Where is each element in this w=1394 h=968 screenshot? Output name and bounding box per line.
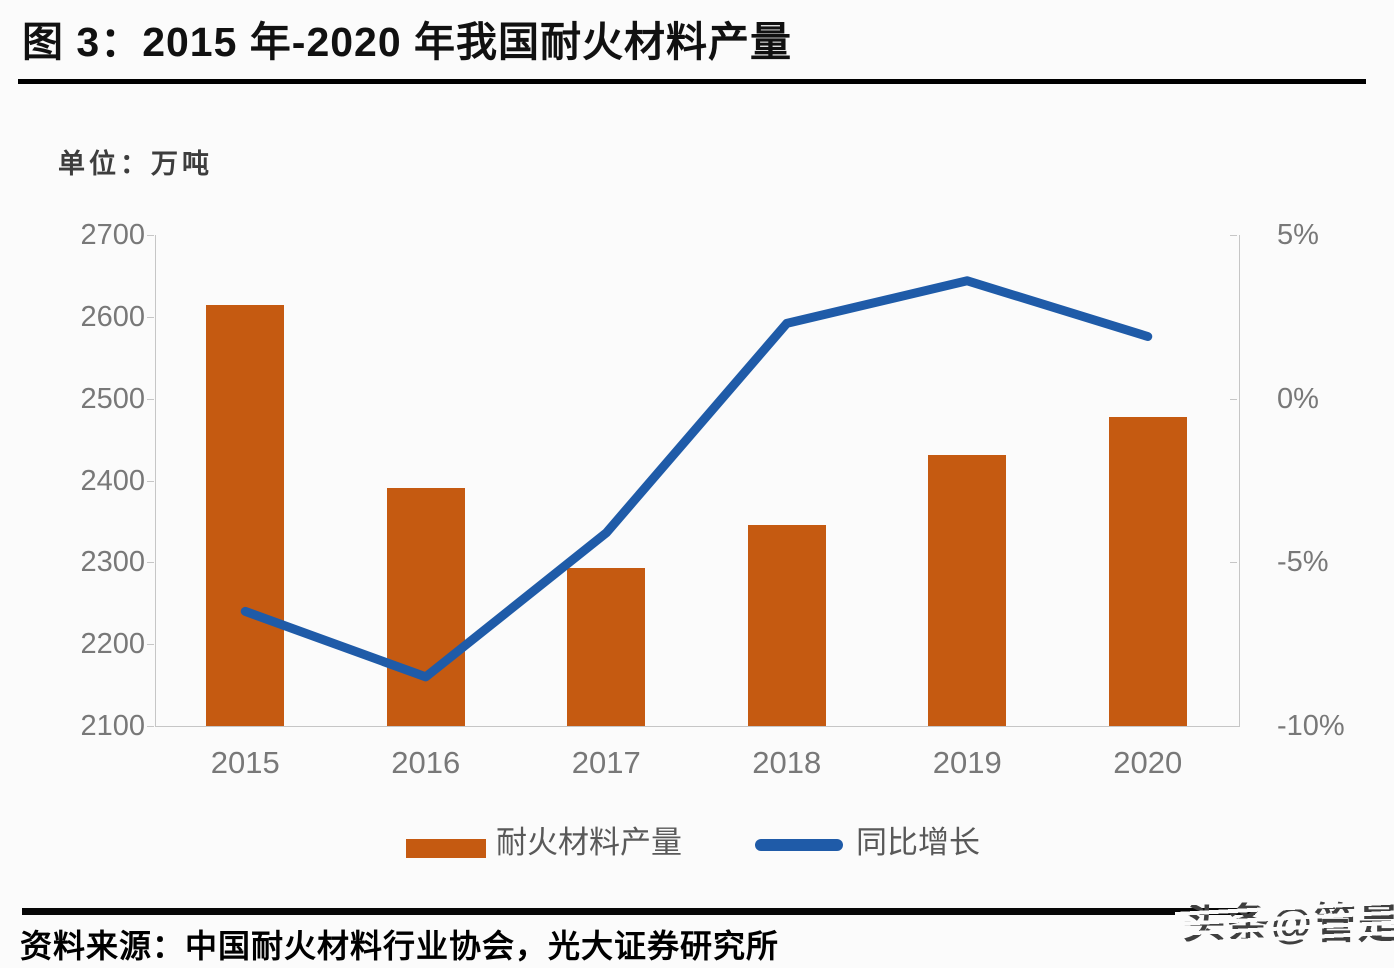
x-axis-label-2020: 2020 bbox=[1113, 745, 1183, 780]
yoy-growth-polyline bbox=[240, 276, 1153, 682]
legend-label-yoy-growth: 同比增长 bbox=[856, 825, 980, 860]
left-axis-tick bbox=[147, 480, 154, 482]
bar-2020 bbox=[1108, 416, 1187, 726]
left-axis-label: 2700 bbox=[80, 219, 145, 251]
x-axis-label-2018: 2018 bbox=[752, 745, 822, 780]
right-axis-tick bbox=[1230, 562, 1237, 564]
left-axis-label: 2300 bbox=[80, 546, 145, 579]
bar-2016 bbox=[386, 487, 465, 726]
right-axis-tick bbox=[1230, 235, 1237, 236]
x-axis-label-2017: 2017 bbox=[571, 745, 641, 780]
right-axis-label: -10% bbox=[1277, 710, 1345, 742]
right-axis-tick bbox=[1230, 398, 1237, 400]
bar-2015 bbox=[206, 304, 285, 726]
legend-label-production: 耐火材料产量 bbox=[496, 825, 682, 860]
left-axis-tick bbox=[147, 398, 154, 400]
left-axis-tick bbox=[147, 644, 154, 646]
legend-line-swatch bbox=[755, 839, 843, 851]
yoy-growth-line bbox=[240, 276, 1153, 682]
left-axis-label: 2200 bbox=[80, 628, 145, 661]
left-axis-tick bbox=[147, 726, 154, 727]
legend-bar-swatch bbox=[406, 839, 486, 858]
source-divider bbox=[22, 908, 1255, 915]
left-axis-tick bbox=[147, 562, 154, 564]
bar-2018 bbox=[747, 524, 826, 726]
x-axis-label-2019: 2019 bbox=[932, 745, 1002, 780]
watermark: 头条@管是 bbox=[1175, 886, 1394, 955]
left-axis-tick bbox=[147, 235, 154, 236]
right-axis-label: 0% bbox=[1277, 382, 1319, 415]
x-axis-label-2016: 2016 bbox=[391, 745, 461, 780]
x-axis-label-2015: 2015 bbox=[210, 745, 280, 780]
left-axis-tick bbox=[147, 316, 154, 318]
bar-2019 bbox=[928, 455, 1007, 726]
right-axis-tick bbox=[1230, 726, 1237, 727]
left-axis-label: 2500 bbox=[80, 382, 145, 415]
bar-2017 bbox=[567, 568, 646, 726]
left-axis-label: 2400 bbox=[80, 464, 145, 497]
right-axis-label: 5% bbox=[1277, 219, 1319, 251]
figure-title: 图 3：2015 年-2020 年我国耐火材料产量 bbox=[22, 19, 793, 65]
right-axis-label: -5% bbox=[1277, 546, 1329, 579]
left-axis-label: 2600 bbox=[80, 300, 145, 333]
left-axis-label: 2100 bbox=[80, 710, 145, 742]
source-note: 资料来源：中国耐火材料行业协会，光大证券研究所 bbox=[20, 928, 780, 964]
title-divider bbox=[18, 79, 1366, 84]
plot-area bbox=[155, 235, 1240, 727]
axis-unit-label: 单位：万吨 bbox=[58, 149, 213, 179]
